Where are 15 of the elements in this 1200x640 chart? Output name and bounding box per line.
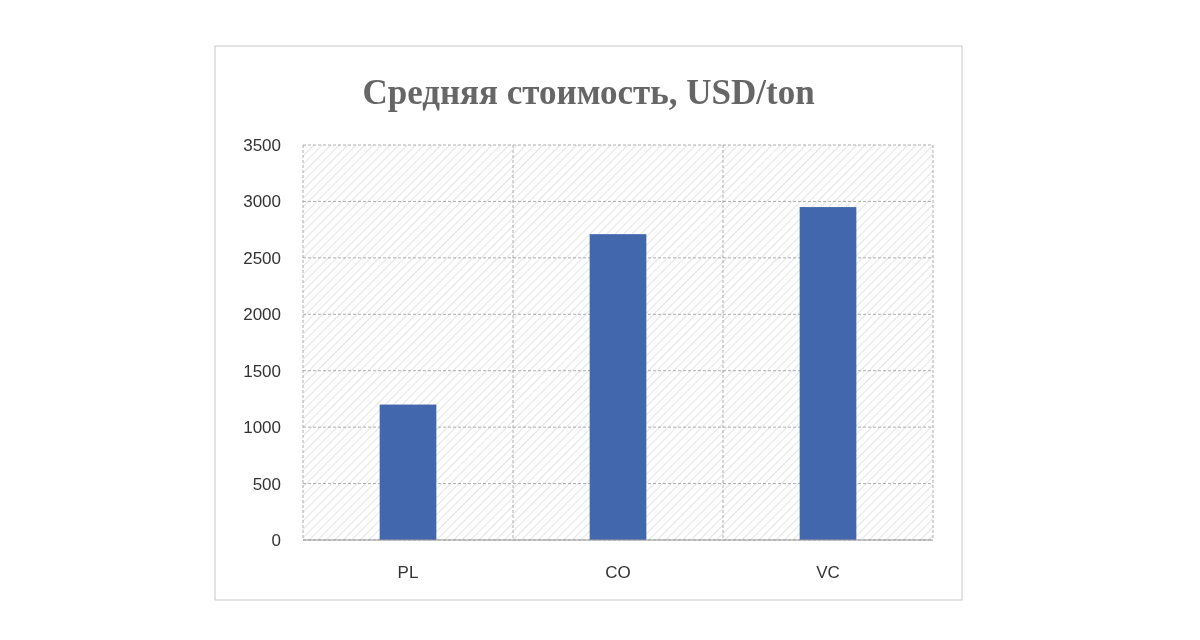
y-tick-label: 1000 [243, 418, 281, 438]
y-tick-label: 2500 [243, 248, 281, 268]
x-tick-label: VC [816, 563, 840, 582]
y-tick-label: 3000 [243, 192, 281, 212]
x-tick-label: CO [605, 563, 631, 582]
y-tick-label: 2000 [243, 305, 281, 325]
bar [379, 404, 437, 540]
y-tick-label: 3500 [243, 135, 281, 155]
bar [799, 207, 857, 540]
y-tick-label: 1500 [243, 361, 281, 381]
y-tick-label: 0 [271, 530, 281, 550]
chart-title: Средняя стоимость, USD/ton [362, 73, 815, 112]
x-tick-label: PL [397, 563, 419, 582]
y-tick-label: 500 [252, 474, 281, 494]
bar [589, 234, 647, 540]
